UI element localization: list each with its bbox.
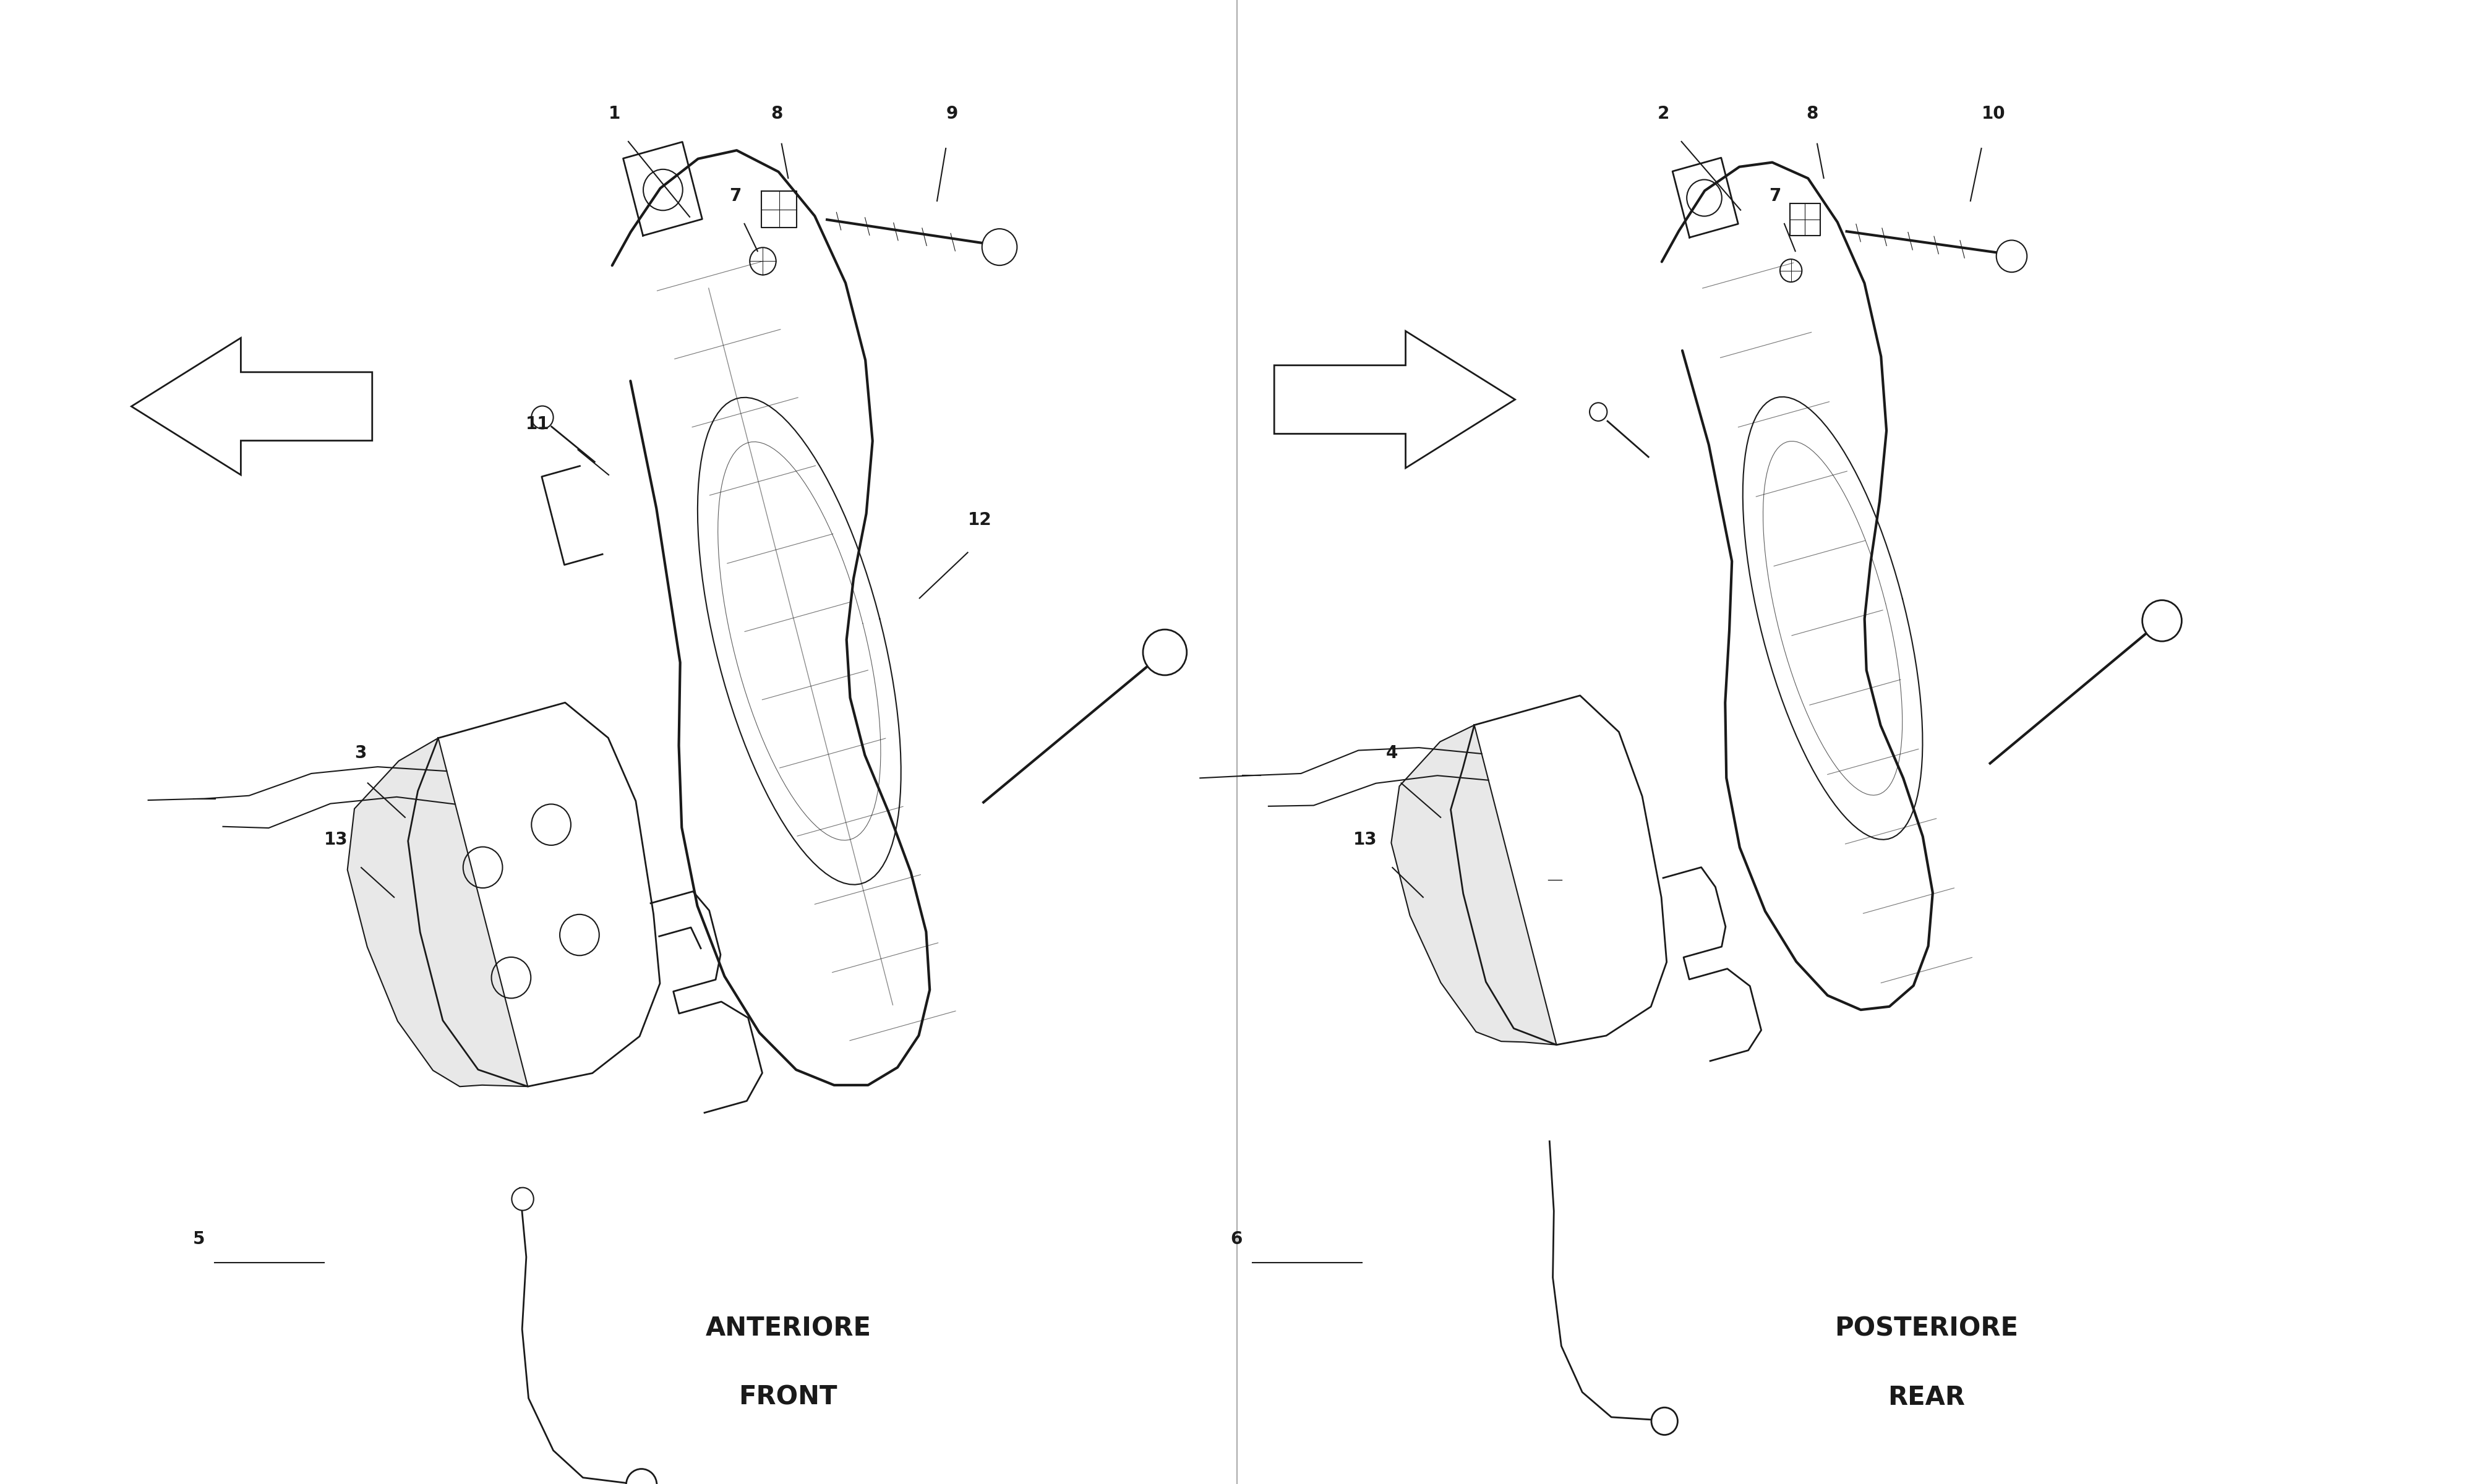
Text: POSTERIORE: POSTERIORE <box>1836 1316 2019 1342</box>
Text: 12: 12 <box>967 512 992 528</box>
Polygon shape <box>131 338 371 475</box>
Text: 8: 8 <box>772 105 782 122</box>
Circle shape <box>1591 402 1608 421</box>
Circle shape <box>1650 1407 1677 1435</box>
Text: 4: 4 <box>1385 745 1398 761</box>
Text: 1: 1 <box>609 105 621 122</box>
Circle shape <box>982 229 1017 266</box>
Text: FRONT: FRONT <box>740 1385 839 1410</box>
Circle shape <box>1997 240 2026 272</box>
Text: 13: 13 <box>324 831 349 849</box>
Circle shape <box>626 1469 656 1484</box>
Polygon shape <box>346 738 527 1086</box>
Circle shape <box>512 1187 534 1211</box>
Text: REAR: REAR <box>1888 1385 1964 1410</box>
Text: 13: 13 <box>1353 831 1378 849</box>
Text: ANTERIORE: ANTERIORE <box>705 1316 871 1342</box>
Text: 2: 2 <box>1658 105 1670 122</box>
Circle shape <box>2142 600 2182 641</box>
Text: 8: 8 <box>1806 105 1818 122</box>
Circle shape <box>532 407 554 429</box>
Text: 7: 7 <box>730 187 742 205</box>
Text: 11: 11 <box>524 416 549 433</box>
Text: 5: 5 <box>193 1230 205 1248</box>
Text: 9: 9 <box>945 105 957 122</box>
Circle shape <box>1143 629 1188 675</box>
Text: 7: 7 <box>1769 187 1781 205</box>
Polygon shape <box>1274 331 1514 467</box>
Text: 6: 6 <box>1230 1230 1242 1248</box>
Polygon shape <box>1390 726 1556 1045</box>
Text: 3: 3 <box>354 745 366 761</box>
Text: 10: 10 <box>1982 105 2006 122</box>
